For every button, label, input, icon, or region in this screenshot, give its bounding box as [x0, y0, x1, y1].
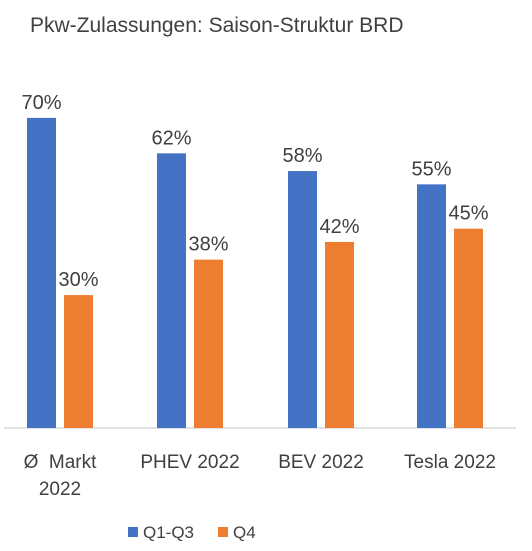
data-label-q4-0: 30% — [58, 269, 98, 291]
data-label-q1-q3-0: 70% — [21, 92, 61, 114]
data-label-q4-2: 42% — [319, 216, 359, 238]
bar-q4-2 — [325, 241, 354, 428]
legend-swatch-q4 — [218, 527, 228, 537]
bar-q1-q3-2 — [288, 171, 317, 428]
categories-layer: Ø Markt 2022 PHEV 2022 BEV 2022 Tesla 2022 — [24, 452, 496, 500]
data-label-q4-3: 45% — [448, 203, 488, 225]
bars-layer — [27, 117, 483, 429]
bar-q4-0 — [64, 295, 93, 428]
data-label-q1-q3-2: 58% — [282, 145, 322, 167]
category-label-0-line-0: Ø Markt — [24, 452, 98, 473]
data-label-q1-q3-3: 55% — [411, 158, 451, 180]
data-label-q1-q3-1: 62% — [151, 127, 191, 149]
category-label-3: Tesla 2022 — [404, 452, 496, 473]
data-label-q4-1: 38% — [188, 234, 228, 256]
bar-q1-q3-1 — [157, 153, 186, 428]
bar-q1-q3-3 — [417, 184, 446, 428]
legend-label-q1-q3: Q1-Q3 — [143, 523, 194, 542]
bar-q4-3 — [454, 228, 483, 428]
chart-title: Pkw-Zulassungen: Saison-Struktur BRD — [30, 14, 404, 37]
legend-label-q4: Q4 — [233, 523, 256, 542]
bar-q1-q3-0 — [27, 117, 56, 429]
category-label-0-line-1: 2022 — [39, 479, 81, 500]
labels-layer: 70% 30% 62% 38% 58% 42% 55% 45% — [21, 92, 488, 291]
legend-swatch-q1-q3 — [128, 527, 138, 537]
bar-q4-1 — [194, 259, 223, 428]
category-label-1: PHEV 2022 — [140, 452, 239, 473]
legend: Q1-Q3 Q4 — [128, 523, 256, 542]
category-label-2: BEV 2022 — [278, 452, 364, 473]
